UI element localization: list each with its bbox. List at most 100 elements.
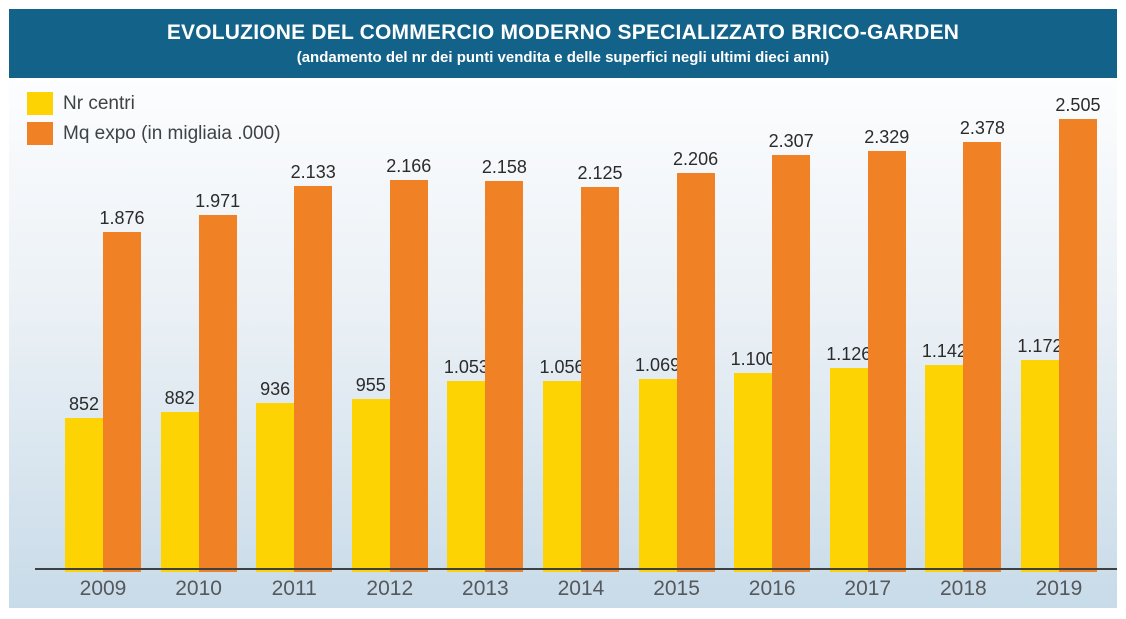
legend-label-nr-centri: Nr centri xyxy=(63,92,135,114)
chart-title: EVOLUZIONE DEL COMMERCIO MODERNO SPECIAL… xyxy=(166,21,960,44)
bar-wrap-2009-mq-expo: 1.876 xyxy=(99,208,145,572)
legend-item-nr-centri: Nr centri xyxy=(27,92,281,115)
x-axis-label-2014: 2014 xyxy=(557,577,605,600)
bar-value-label: 2.125 xyxy=(577,163,623,183)
bar-mq-expo-2013 xyxy=(485,181,524,572)
x-axis-line xyxy=(35,568,1117,570)
bar-value-label: 1.971 xyxy=(195,191,241,211)
bar-mq-expo-2017 xyxy=(867,151,906,572)
bar-value-label: 2.206 xyxy=(673,149,719,169)
bar-value-label: 1.069 xyxy=(635,355,681,375)
bar-nr-centri-2009 xyxy=(65,418,103,572)
bar-group-2014: 1.056 2.125 xyxy=(539,163,623,572)
bar-mq-expo-2009 xyxy=(103,232,141,572)
bar-value-label: 2.378 xyxy=(959,118,1005,138)
bar-mq-expo-2018 xyxy=(963,142,1002,572)
x-axis-label-2015: 2015 xyxy=(653,577,700,600)
bar-group-2017: 1.126 2.329 xyxy=(826,127,909,572)
bar-wrap-2015-mq-expo: 2.206 xyxy=(673,149,718,572)
bar-value-label: 2.133 xyxy=(290,162,336,182)
bar-wrap-2014-nr-centri: 1.056 xyxy=(539,357,585,572)
bar-value-label: 2.158 xyxy=(481,157,527,177)
bar-value-label: 936 xyxy=(260,379,291,399)
bar-wrap-2009-nr-centri: 852 xyxy=(65,394,103,572)
bar-nr-centri-2015 xyxy=(638,379,677,572)
x-axis-label-2017: 2017 xyxy=(844,577,892,600)
bar-value-label: 2.329 xyxy=(864,127,910,147)
bar-group-2011: 936 2.133 xyxy=(256,162,336,572)
bar-wrap-2017-mq-expo: 2.329 xyxy=(864,127,909,572)
bar-value-label: 882 xyxy=(164,388,195,408)
bar-value-label: 1.126 xyxy=(826,344,872,364)
chart-header: EVOLUZIONE DEL COMMERCIO MODERNO SPECIAL… xyxy=(9,9,1117,78)
bar-mq-expo-2019 xyxy=(1058,119,1097,572)
bar-mq-expo-2014 xyxy=(580,187,619,572)
bar-group-2018: 1.142 2.378 xyxy=(922,118,1005,572)
bar-wrap-2014-mq-expo: 2.125 xyxy=(577,163,623,572)
bar-nr-centri-2019 xyxy=(1020,360,1059,572)
bar-value-label: 1.056 xyxy=(539,357,585,377)
bar-value-label: 852 xyxy=(68,394,100,414)
legend: Nr centri Mq expo (in migliaia .000) xyxy=(27,92,281,145)
x-axis-label-2019: 2019 xyxy=(1035,577,1083,600)
bar-nr-centri-2018 xyxy=(925,365,964,572)
bar-wrap-2018-nr-centri: 1.142 xyxy=(922,341,967,572)
bar-wrap-2013-nr-centri: 1.053 xyxy=(444,357,489,572)
bar-mq-expo-2010 xyxy=(198,215,237,572)
bar-wrap-2018-mq-expo: 2.378 xyxy=(960,118,1005,572)
bar-group-2015: 1.069 2.206 xyxy=(635,149,718,572)
bar-wrap-2011-mq-expo: 2.133 xyxy=(291,162,336,572)
x-axis-labels: 2009 2010 2011 2012 2013 2014 2015 2016 2017 2018… xyxy=(35,577,1110,601)
x-axis-label-2011: 2011 xyxy=(271,577,317,600)
bar-nr-centri-2014 xyxy=(542,381,581,572)
bar-nr-centri-2010 xyxy=(160,412,199,572)
x-axis-label-2010: 2010 xyxy=(175,577,222,600)
bar-value-label: 2.166 xyxy=(386,156,432,176)
bar-mq-expo-2011 xyxy=(294,186,333,572)
x-axis-label-2018: 2018 xyxy=(939,577,987,600)
bar-wrap-2016-mq-expo: 2.307 xyxy=(769,131,814,572)
bar-wrap-2010-mq-expo: 1.971 xyxy=(195,191,240,572)
bar-wrap-2010-nr-centri: 882 xyxy=(160,388,199,572)
bar-mq-expo-2012 xyxy=(389,180,428,572)
legend-item-mq-expo: Mq expo (in migliaia .000) xyxy=(27,122,281,145)
bar-group-2013: 1.053 2.158 xyxy=(444,157,527,572)
bar-group-2012: 955 2.166 xyxy=(351,156,431,572)
bar-value-label: 1.100 xyxy=(730,349,776,369)
bar-nr-centri-2011 xyxy=(256,403,295,572)
bar-nr-centri-2017 xyxy=(829,368,868,572)
bar-wrap-2011-nr-centri: 936 xyxy=(256,379,295,572)
bar-mq-expo-2016 xyxy=(772,155,811,572)
bar-nr-centri-2016 xyxy=(734,373,773,572)
x-axis-label-2013: 2013 xyxy=(462,577,509,600)
bar-wrap-2012-nr-centri: 955 xyxy=(351,375,390,572)
plot-area: 852 1.876 882 1.971 936 2.133 955 2.166 1.053 2.1… xyxy=(35,95,1110,572)
bar-wrap-2015-nr-centri: 1.069 xyxy=(635,355,680,572)
bar-wrap-2012-mq-expo: 2.166 xyxy=(386,156,431,572)
bar-value-label: 2.307 xyxy=(768,131,814,151)
bar-mq-expo-2015 xyxy=(676,173,715,572)
bar-nr-centri-2013 xyxy=(447,381,486,572)
bar-value-label: 2.505 xyxy=(1055,95,1101,115)
legend-swatch-orange xyxy=(27,122,53,145)
bar-value-label: 955 xyxy=(355,375,386,395)
x-axis-label-2016: 2016 xyxy=(748,577,796,600)
chart-subtitle: (andamento del nr dei punti vendita e de… xyxy=(296,49,830,66)
x-axis-label-2012: 2012 xyxy=(366,577,414,600)
bar-nr-centri-2012 xyxy=(351,399,390,572)
bar-value-label: 1.142 xyxy=(921,341,967,361)
bar-wrap-2013-mq-expo: 2.158 xyxy=(482,157,527,572)
legend-swatch-yellow xyxy=(27,92,53,115)
bar-group-2019: 1.172 2.505 xyxy=(1017,95,1100,572)
bar-value-label: 1.172 xyxy=(1017,336,1063,356)
bar-value-label: 1.053 xyxy=(443,357,489,377)
bar-wrap-2016-nr-centri: 1.100 xyxy=(731,349,776,572)
bar-wrap-2019-mq-expo: 2.505 xyxy=(1055,95,1100,572)
bar-group-2009: 852 1.876 xyxy=(65,208,145,572)
bar-value-label: 1.876 xyxy=(99,208,145,228)
bar-group-2010: 882 1.971 xyxy=(160,191,240,572)
bar-wrap-2017-nr-centri: 1.126 xyxy=(826,344,871,572)
bar-group-2016: 1.100 2.307 xyxy=(731,131,814,572)
x-axis-label-2009: 2009 xyxy=(79,577,127,600)
